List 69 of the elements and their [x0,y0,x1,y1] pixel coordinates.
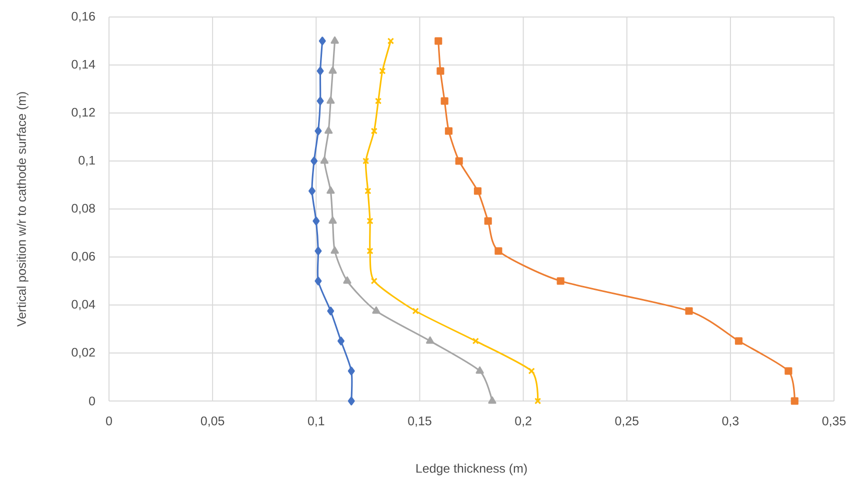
y-tick-label: 0,04 [72,300,96,310]
x-tick-label: 0,25 [615,416,638,427]
point [474,187,482,195]
point [412,308,419,314]
x-tick-label: 0,1 [308,416,324,427]
point [326,96,335,104]
point [426,336,434,344]
point [330,246,339,254]
point [528,368,535,374]
y-tick-label: 0,02 [72,348,95,358]
point [328,216,337,224]
point [348,366,355,376]
point [338,336,344,346]
point [370,278,378,284]
x-tick-label: 0 [106,416,112,426]
x-tick-label: 0,35 [822,416,846,427]
point [308,186,316,196]
point [372,306,380,314]
y-tick-label: 0,08 [72,204,95,214]
x-tick-label: 0,05 [200,416,224,427]
point [316,66,324,76]
y-tick-label: 0 [89,396,95,406]
point [494,247,502,255]
point [556,277,564,285]
x-tick-label: 0,2 [515,416,532,427]
point [362,158,370,164]
point [484,217,492,225]
point [444,127,453,135]
point [326,186,335,194]
x-axis-title: Ledge thickness (m) [416,464,527,476]
point [324,126,333,134]
point [343,276,352,284]
y-tick-label: 0,06 [72,252,95,262]
point [434,37,442,45]
y-axis-title: Vertical position w/r to cathode surface (m) [16,92,28,327]
x-tick-label: 0,3 [722,416,739,427]
point [440,97,448,105]
point [310,156,318,166]
point [328,66,337,74]
point [488,396,496,404]
point [734,337,743,345]
point [436,67,444,75]
point [327,306,334,316]
point [455,157,463,165]
point [348,396,355,406]
point [685,307,693,315]
y-tick-label: 0,1 [78,156,95,166]
point [316,96,324,106]
x-tick-label: 0,15 [408,416,432,427]
point [314,126,322,136]
point [320,156,329,164]
point [784,367,792,375]
point [476,366,484,374]
point [472,338,479,344]
point [314,276,322,286]
point [314,246,322,256]
point [379,68,386,74]
point [374,98,382,104]
y-tick-label: 0,12 [72,108,95,118]
point [312,216,320,226]
point [366,248,374,254]
point [370,128,378,134]
point [366,218,374,224]
point [330,36,339,44]
point [364,188,372,194]
point [790,397,798,405]
point [318,36,326,46]
y-tick-label: 0,14 [72,60,96,70]
y-tick-label: 0,16 [72,12,95,22]
